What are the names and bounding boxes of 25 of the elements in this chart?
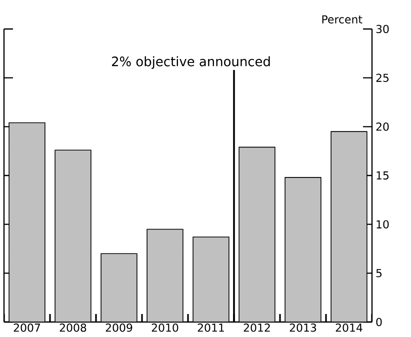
x-tick-label: 2011 <box>198 324 224 332</box>
y-tick-label: 15 <box>376 171 389 180</box>
y-tick-label: 25 <box>376 74 389 82</box>
x-tick-label: 2008 <box>60 324 86 332</box>
x-tick-label: 2014 <box>336 324 362 332</box>
y-tick-label: 0 <box>376 318 382 326</box>
x-tick-label: 2013 <box>290 324 316 332</box>
x-tick-label: 2007 <box>14 324 40 332</box>
bar <box>192 236 230 322</box>
x-tick-label: 2012 <box>244 324 270 332</box>
bar <box>146 228 184 322</box>
y-tick-label: 30 <box>376 24 389 34</box>
bar <box>54 150 92 322</box>
bar <box>284 177 322 322</box>
y-axis-title: Percent <box>322 15 362 24</box>
ref-line-label: 2% objective announced <box>112 56 270 69</box>
bar <box>238 146 276 322</box>
y-tick-label: 5 <box>376 269 382 278</box>
bar <box>8 122 46 322</box>
x-tick-label: 2010 <box>152 324 178 332</box>
bar <box>330 131 368 322</box>
y-tick-label: 10 <box>376 220 389 228</box>
y-tick-label: 20 <box>376 122 389 131</box>
x-tick-label: 2009 <box>106 324 132 332</box>
bar <box>100 253 138 322</box>
